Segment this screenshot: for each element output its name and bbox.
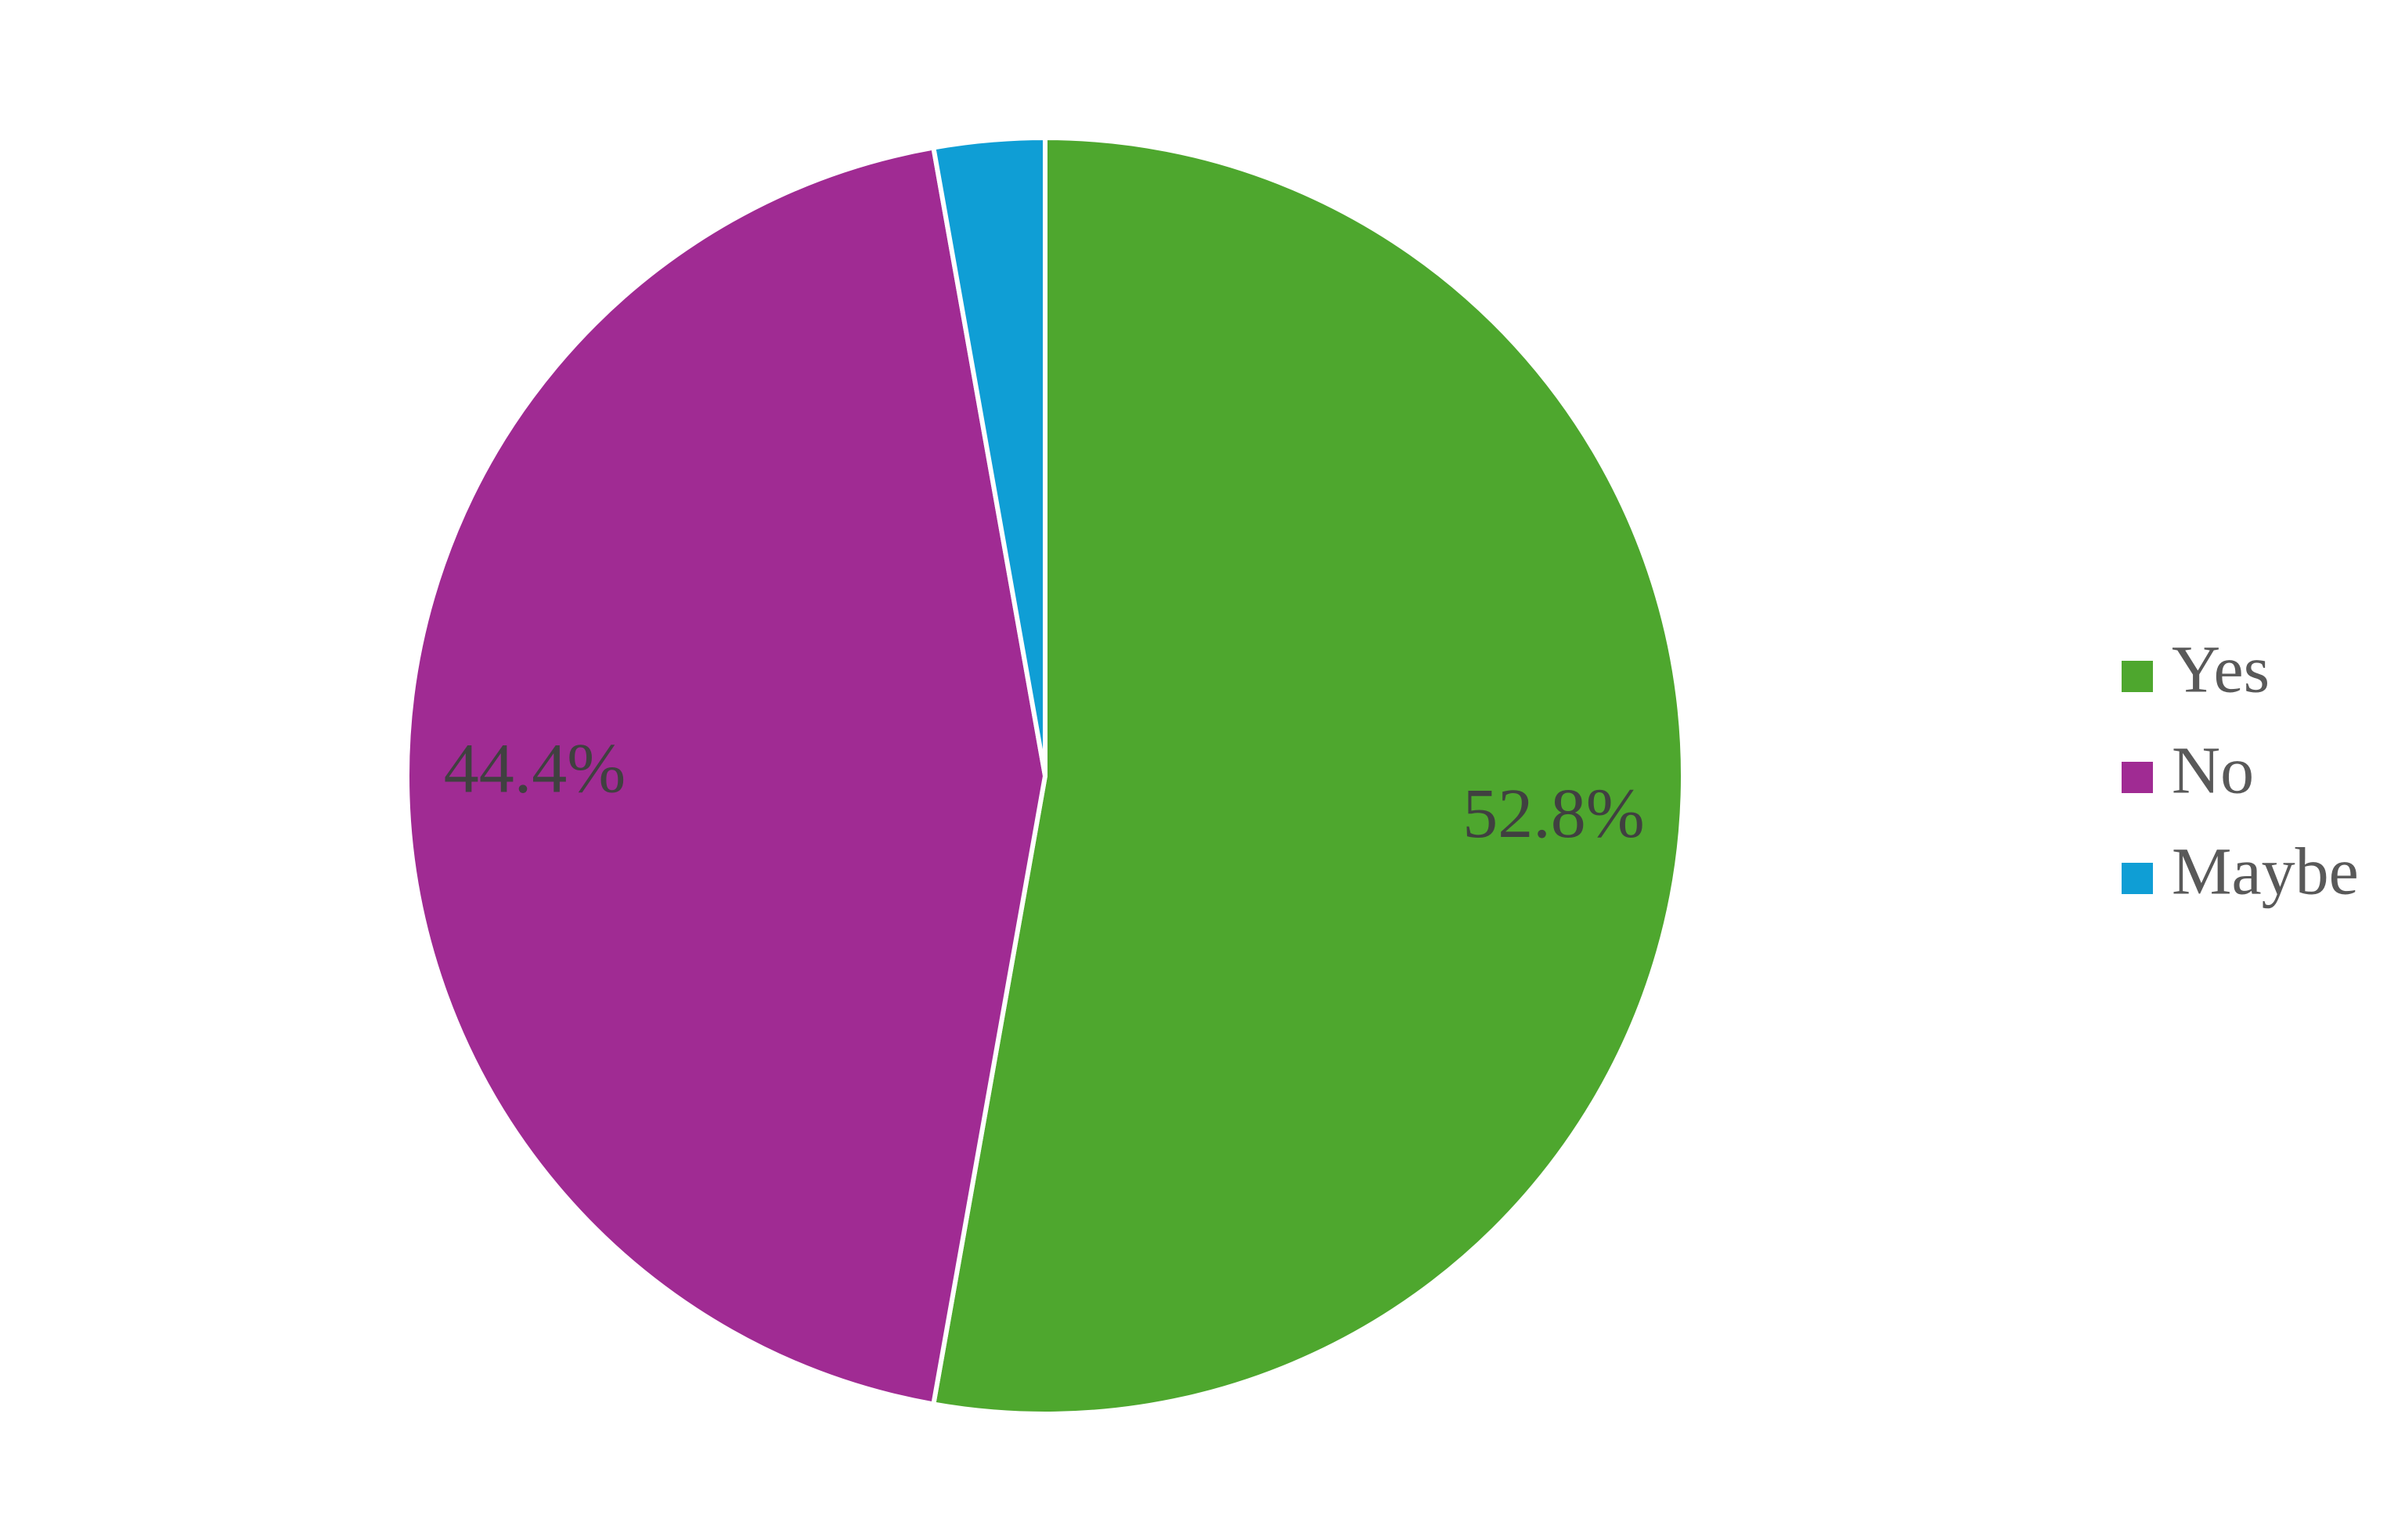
pie-slice (930, 135, 1686, 1416)
legend-label: No (2172, 733, 2254, 808)
legend-swatch (2122, 661, 2153, 692)
legend-label: Yes (2172, 632, 2270, 707)
pie-slice (405, 145, 1048, 1407)
legend-swatch (2122, 863, 2153, 894)
legend-label: Maybe (2172, 834, 2359, 909)
pie-slice (930, 135, 1047, 777)
data-label: 52.8% (1462, 775, 1644, 853)
legend-swatch (2122, 762, 2153, 793)
data-label: 44.4% (444, 730, 626, 808)
